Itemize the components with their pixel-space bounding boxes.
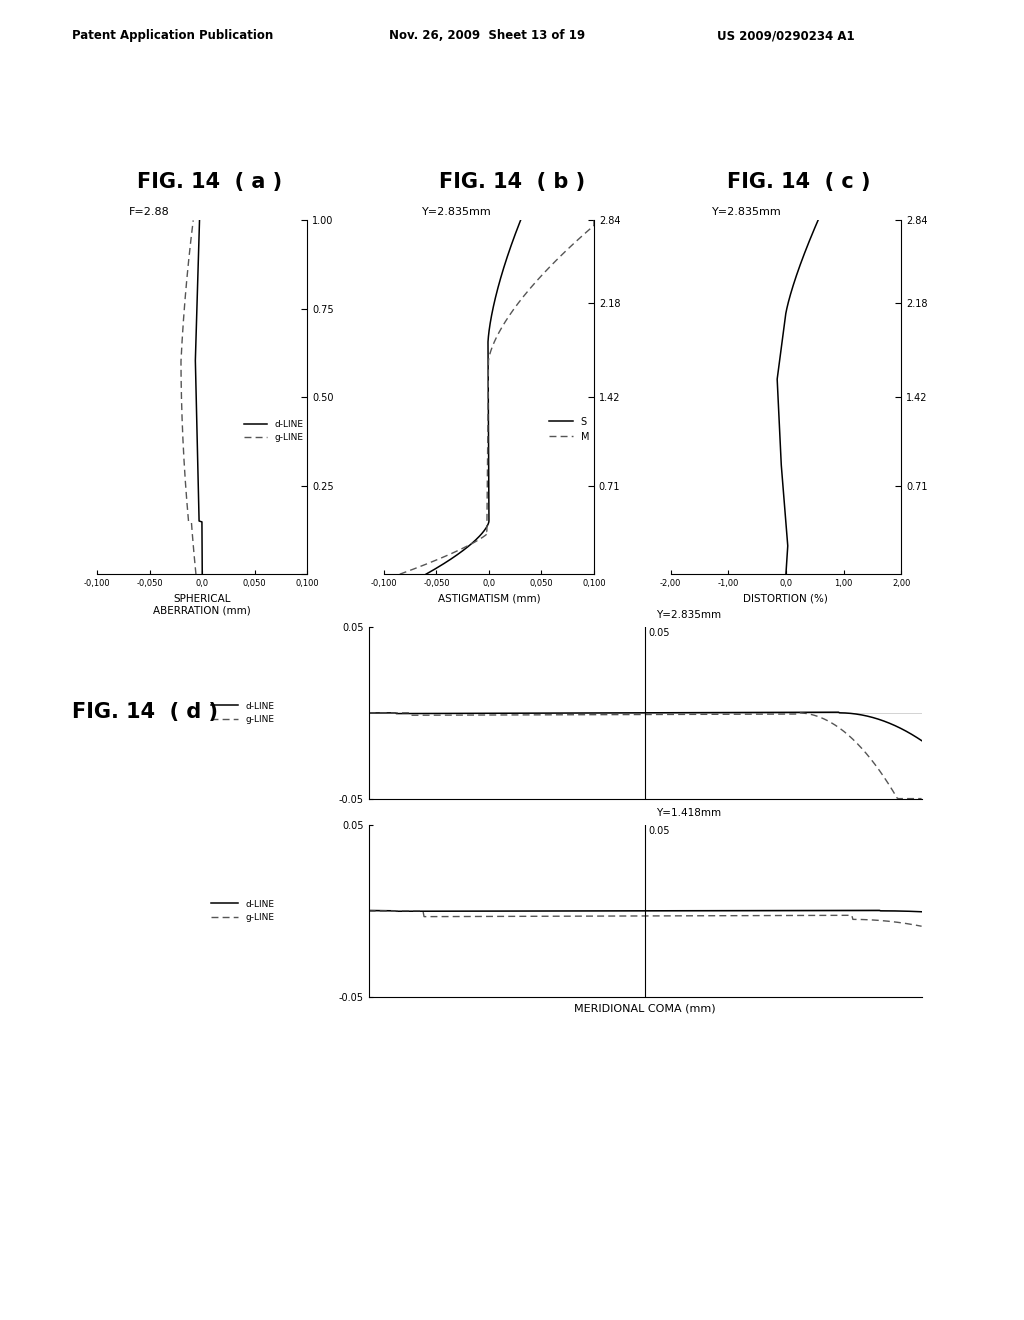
Legend: d-LINE, g-LINE: d-LINE, g-LINE: [207, 698, 278, 727]
Text: FIG. 14  ( a ): FIG. 14 ( a ): [137, 172, 283, 191]
Text: 0.05: 0.05: [648, 825, 670, 836]
X-axis label: DISTORTION (%): DISTORTION (%): [743, 594, 828, 603]
Text: Patent Application Publication: Patent Application Publication: [72, 29, 273, 42]
Text: 0.05: 0.05: [648, 627, 670, 638]
Text: FIG. 14  ( d ): FIG. 14 ( d ): [72, 702, 218, 722]
Text: Y=1.418mm: Y=1.418mm: [656, 808, 721, 818]
X-axis label: SPHERICAL
ABERRATION (mm): SPHERICAL ABERRATION (mm): [154, 594, 251, 615]
X-axis label: ASTIGMATISM (mm): ASTIGMATISM (mm): [437, 594, 541, 603]
Text: Y=2.835mm: Y=2.835mm: [422, 207, 492, 216]
Legend: d-LINE, g-LINE: d-LINE, g-LINE: [207, 896, 278, 925]
Text: US 2009/0290234 A1: US 2009/0290234 A1: [717, 29, 854, 42]
Legend: S, M: S, M: [545, 413, 593, 446]
X-axis label: MERIDIONAL COMA (mm): MERIDIONAL COMA (mm): [574, 1003, 716, 1014]
Text: F=2.88: F=2.88: [129, 207, 170, 216]
Text: Nov. 26, 2009  Sheet 13 of 19: Nov. 26, 2009 Sheet 13 of 19: [389, 29, 586, 42]
Text: Y=2.835mm: Y=2.835mm: [656, 610, 721, 620]
Text: Y=2.835mm: Y=2.835mm: [713, 207, 782, 216]
Legend: d-LINE, g-LINE: d-LINE, g-LINE: [241, 416, 307, 446]
Text: FIG. 14  ( c ): FIG. 14 ( c ): [727, 172, 870, 191]
Text: FIG. 14  ( b ): FIG. 14 ( b ): [439, 172, 585, 191]
